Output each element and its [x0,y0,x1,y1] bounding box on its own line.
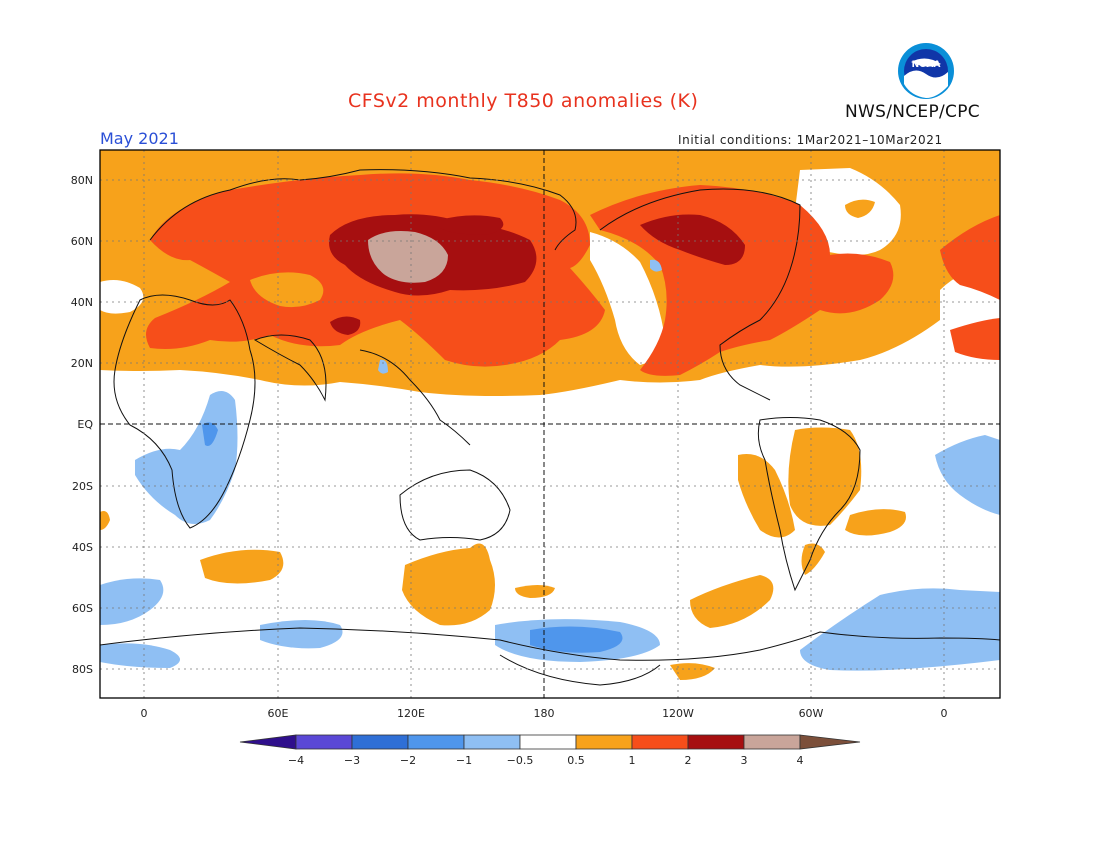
lat-label: 60N [71,235,93,248]
colorbar-label: −0.5 [507,754,534,767]
lat-label: 80S [72,663,93,676]
colorbar-label: −3 [344,754,360,767]
colorbar-bin [631,734,689,750]
colorbar-label: 3 [741,754,748,767]
extreme-anomaly-core [368,231,448,283]
lat-label: 40S [72,541,93,554]
colorbar-bin [351,734,409,750]
colorbar-label: 4 [797,754,804,767]
colorbar-extend-min [239,734,297,750]
colorbar-label: −4 [288,754,304,767]
lon-label: 0 [141,707,148,720]
map-frame [99,149,1001,699]
colorbar-label: −1 [456,754,472,767]
noaa-logo-icon: NOAA [898,43,954,99]
initial-conditions: Initial conditions: 1Mar2021–10Mar2021 [678,133,943,147]
colorbar-bin [407,734,465,750]
logo-text: NOAA [912,60,941,70]
lon-label: 60E [268,707,289,720]
lon-label: 120W [662,707,694,720]
lat-label: 20N [71,357,93,370]
colorbar-label: 0.5 [567,754,585,767]
colorbar [239,734,861,750]
forecast-month: May 2021 [100,129,179,148]
colorbar-label: −2 [400,754,416,767]
lat-label: 20S [72,480,93,493]
colorbar-label: 2 [685,754,692,767]
lat-label: 40N [71,296,93,309]
lat-label: EQ [77,418,93,431]
colorbar-bin [743,734,801,750]
lon-label: 0 [941,707,948,720]
coastlines [100,169,1000,686]
colorbar-bin [295,734,353,750]
lon-label: 120E [397,707,425,720]
colorbar-bin [519,734,577,750]
colorbar-label: 1 [629,754,636,767]
lat-label: 80N [71,174,93,187]
warm-anomaly-southern-ocean [402,543,495,626]
lon-label: 60W [799,707,824,720]
colorbar-bin [687,734,745,750]
colorbar-bin [575,734,633,750]
graticule [100,150,1000,698]
lat-label: 60S [72,602,93,615]
map-title: CFSv2 monthly T850 anomalies (K) [348,90,699,112]
colorbar-extend-max [799,734,861,750]
agency-label: NWS/NCEP/CPC [845,102,980,122]
cool-anomaly-weddell [800,588,1000,671]
colorbar-bin [463,734,521,750]
strong-anomaly-canada [640,214,745,265]
lon-label: 180 [534,707,555,720]
